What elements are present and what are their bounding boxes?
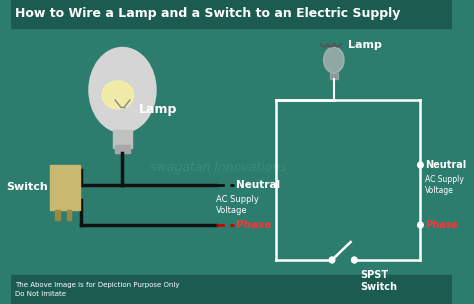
Ellipse shape xyxy=(324,47,344,73)
Bar xyxy=(50,165,80,210)
Circle shape xyxy=(329,257,335,263)
Text: swagatan Innovations: swagatan Innovations xyxy=(150,161,287,174)
Circle shape xyxy=(352,257,357,263)
Ellipse shape xyxy=(102,81,134,109)
Text: The Above Image is for Depiction Purpose Only
Do Not Imitate: The Above Image is for Depiction Purpose… xyxy=(16,282,180,297)
Text: Lamp: Lamp xyxy=(348,40,382,50)
Text: Neutral: Neutral xyxy=(236,180,280,190)
Text: Phase: Phase xyxy=(236,220,272,230)
Bar xyxy=(330,73,337,79)
Bar xyxy=(67,210,71,220)
Text: Phase: Phase xyxy=(425,220,458,230)
Text: Switch: Switch xyxy=(6,182,48,192)
Bar xyxy=(11,0,452,28)
Bar xyxy=(115,145,130,153)
Circle shape xyxy=(418,222,423,228)
Text: Neutral: Neutral xyxy=(425,160,466,170)
Text: AC Supply
Voltage: AC Supply Voltage xyxy=(216,195,258,215)
Circle shape xyxy=(418,162,423,168)
Text: AC Supply
Voltage: AC Supply Voltage xyxy=(425,175,464,195)
Bar xyxy=(55,210,60,220)
Text: Lamp: Lamp xyxy=(139,103,178,116)
Text: SPST
Switch: SPST Switch xyxy=(360,270,397,292)
Bar xyxy=(11,275,452,304)
Ellipse shape xyxy=(89,47,156,133)
Bar xyxy=(113,130,132,148)
Text: How to Wire a Lamp and a Switch to an Electric Supply: How to Wire a Lamp and a Switch to an El… xyxy=(16,8,401,20)
